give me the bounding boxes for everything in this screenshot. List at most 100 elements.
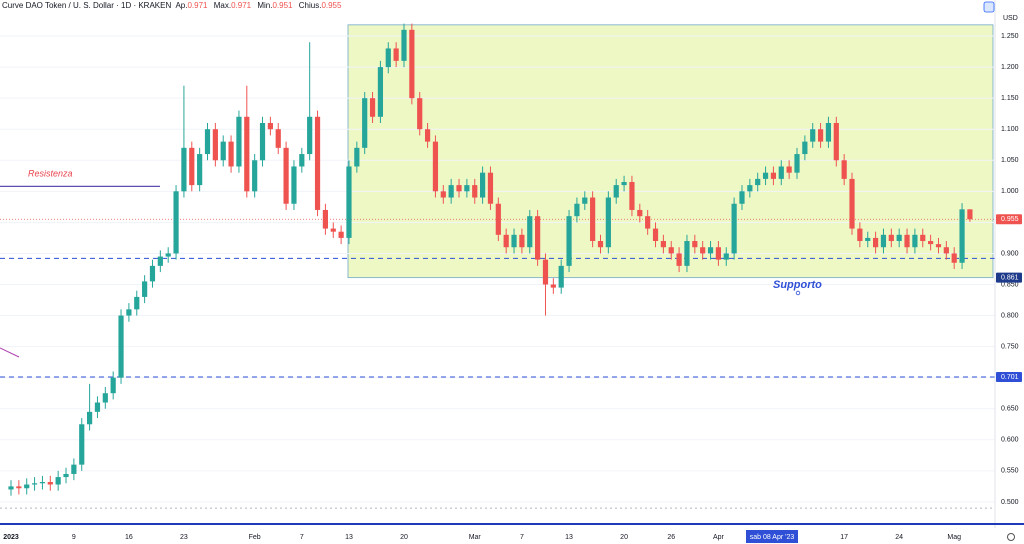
candle-body — [212, 129, 218, 161]
candle-body — [676, 253, 682, 266]
candle-body — [645, 216, 651, 229]
candle-body — [267, 122, 273, 130]
candle-body — [440, 191, 446, 198]
candle-body — [668, 247, 674, 254]
x-tick-label: 17 — [840, 534, 848, 541]
candle-body — [542, 259, 549, 285]
candle-body — [354, 147, 360, 167]
x-tick-label: 23 — [180, 534, 188, 541]
candle-body — [558, 265, 564, 288]
candle-body — [880, 234, 887, 248]
time-axis — [0, 528, 1024, 544]
candle-body — [79, 424, 85, 465]
y-tick-label: 1.150 — [1001, 95, 1019, 102]
candle-body — [322, 209, 328, 229]
price-tag — [996, 372, 1022, 383]
y-tick-label: 1.200 — [1001, 64, 1019, 71]
candle-body — [24, 484, 30, 489]
support-zone — [347, 24, 994, 279]
ohlc-value: 0.955 — [321, 1, 342, 10]
candle-body — [873, 237, 879, 248]
candle-body — [841, 160, 847, 179]
x-tick-label: 20 — [620, 534, 628, 541]
candle-body — [731, 203, 737, 254]
candle-body — [535, 216, 541, 260]
candle-body — [385, 48, 391, 68]
candle-body — [692, 241, 698, 248]
candle-body — [244, 116, 250, 192]
x-tick-label: 24 — [895, 534, 903, 541]
candle-body — [259, 122, 266, 161]
x-tick-label: Apr — [713, 534, 725, 541]
candle-body — [503, 234, 509, 248]
candle-body — [762, 172, 769, 179]
candle-body — [362, 98, 368, 148]
candle-body — [87, 411, 93, 425]
y-tick-label: 0.750 — [1001, 343, 1019, 350]
candle-body — [291, 166, 297, 204]
candle-body — [220, 141, 226, 161]
candle-body — [967, 209, 973, 220]
candle-body — [715, 247, 721, 260]
price-tag-label: 0.861 — [1001, 275, 1019, 282]
candle-body — [739, 191, 745, 204]
y-tick-label: 0.650 — [1001, 406, 1019, 413]
candle-body — [810, 129, 816, 142]
ohlc-value: 0.951 — [272, 1, 293, 10]
candle-body — [409, 29, 415, 99]
candle-body — [275, 129, 281, 148]
candle-body — [590, 197, 596, 242]
price-tag-label: 0.955 — [1001, 216, 1019, 223]
candle-body — [865, 237, 871, 242]
candle-body — [652, 228, 659, 242]
candle-body — [110, 377, 116, 394]
support-label: Supporto — [773, 279, 822, 291]
candle-body — [314, 116, 321, 210]
y-tick-label: 0.850 — [1001, 281, 1019, 288]
candle-body — [920, 234, 926, 242]
candle-body — [47, 482, 53, 485]
candle-body — [173, 191, 179, 254]
price-tag — [996, 272, 1022, 283]
candle-body — [637, 209, 643, 217]
candle-body — [896, 234, 902, 242]
x-tick-label: 13 — [565, 534, 573, 541]
x-tick-label: Feb — [249, 534, 261, 541]
candle-body — [888, 234, 894, 242]
candle-body — [39, 482, 46, 484]
candle-body — [417, 98, 423, 130]
candle-body — [786, 166, 792, 173]
ohlc-label: Ap. — [175, 1, 188, 10]
candle-body — [456, 185, 462, 192]
x-tick-label: 16 — [125, 534, 133, 541]
candle-body — [181, 147, 187, 192]
x-tick-label: 9 — [72, 534, 76, 541]
settings-gear — [1007, 533, 1015, 541]
candle-body — [55, 477, 61, 485]
candle-body — [31, 483, 38, 485]
candle-body — [582, 197, 588, 204]
candle-body — [951, 253, 957, 263]
candle-body — [660, 241, 666, 248]
crosshair-tag — [746, 530, 798, 543]
ohlc-label: Min. — [257, 1, 273, 10]
candle-body — [770, 172, 777, 179]
x-tick-label: Mag — [947, 534, 961, 541]
x-tick-label: 2023 — [3, 534, 19, 541]
candle-body — [566, 216, 572, 266]
trend-line — [0, 347, 20, 358]
y-tick-label: 0.900 — [1001, 250, 1019, 257]
candle-body — [928, 241, 934, 245]
candle-body — [142, 281, 148, 297]
currency-label: USD — [1003, 15, 1018, 22]
ohlc-value: 0.971 — [231, 1, 252, 10]
ohlc-label: Max. — [213, 1, 232, 10]
x-tick-label: 7 — [520, 534, 524, 541]
candle-body — [338, 231, 344, 238]
price-tag — [996, 214, 1022, 225]
price-tag-label: 0.701 — [1001, 374, 1019, 381]
candle-body — [432, 141, 439, 192]
candle-body — [464, 185, 470, 192]
